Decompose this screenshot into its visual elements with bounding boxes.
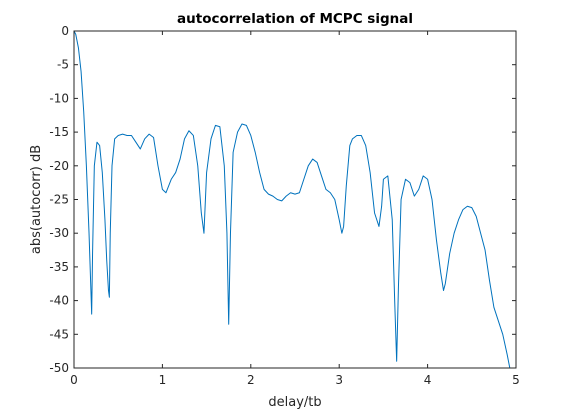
x-tick-label: 3 (335, 373, 343, 387)
y-tick-label: 0 (61, 24, 69, 38)
x-tick-label: 0 (70, 373, 78, 387)
y-tick-label: -50 (49, 361, 69, 375)
y-tick-label: -40 (49, 294, 69, 308)
y-tick-label: -20 (49, 159, 69, 173)
chart-title: autocorrelation of MCPC signal (177, 11, 413, 27)
y-tick-label: -15 (49, 125, 69, 139)
y-tick-label: -45 (49, 327, 69, 341)
tick-layer: 0 1 2 3 4 5 0 -5 -10 -15 -20 -25 -30 -35 -40 -45 -50 (49, 24, 519, 387)
series-layer (73, 30, 511, 369)
x-tick-label: 5 (512, 373, 520, 387)
y-tick-label: -10 (49, 91, 69, 105)
y-tick-label: -30 (49, 226, 69, 240)
x-tick-label: 2 (247, 373, 255, 387)
x-tick-label: 1 (159, 373, 167, 387)
plot-area-background (74, 31, 516, 368)
y-tick-label: -35 (49, 260, 69, 274)
y-tick-label: -25 (49, 193, 69, 207)
x-axis-label: delay/tb (268, 395, 321, 410)
y-axis-label: abs(autocorr) dB (29, 145, 44, 254)
autocorrelation-line (73, 30, 511, 369)
y-tick-label: -5 (57, 58, 69, 72)
x-tick-label: 4 (424, 373, 432, 387)
